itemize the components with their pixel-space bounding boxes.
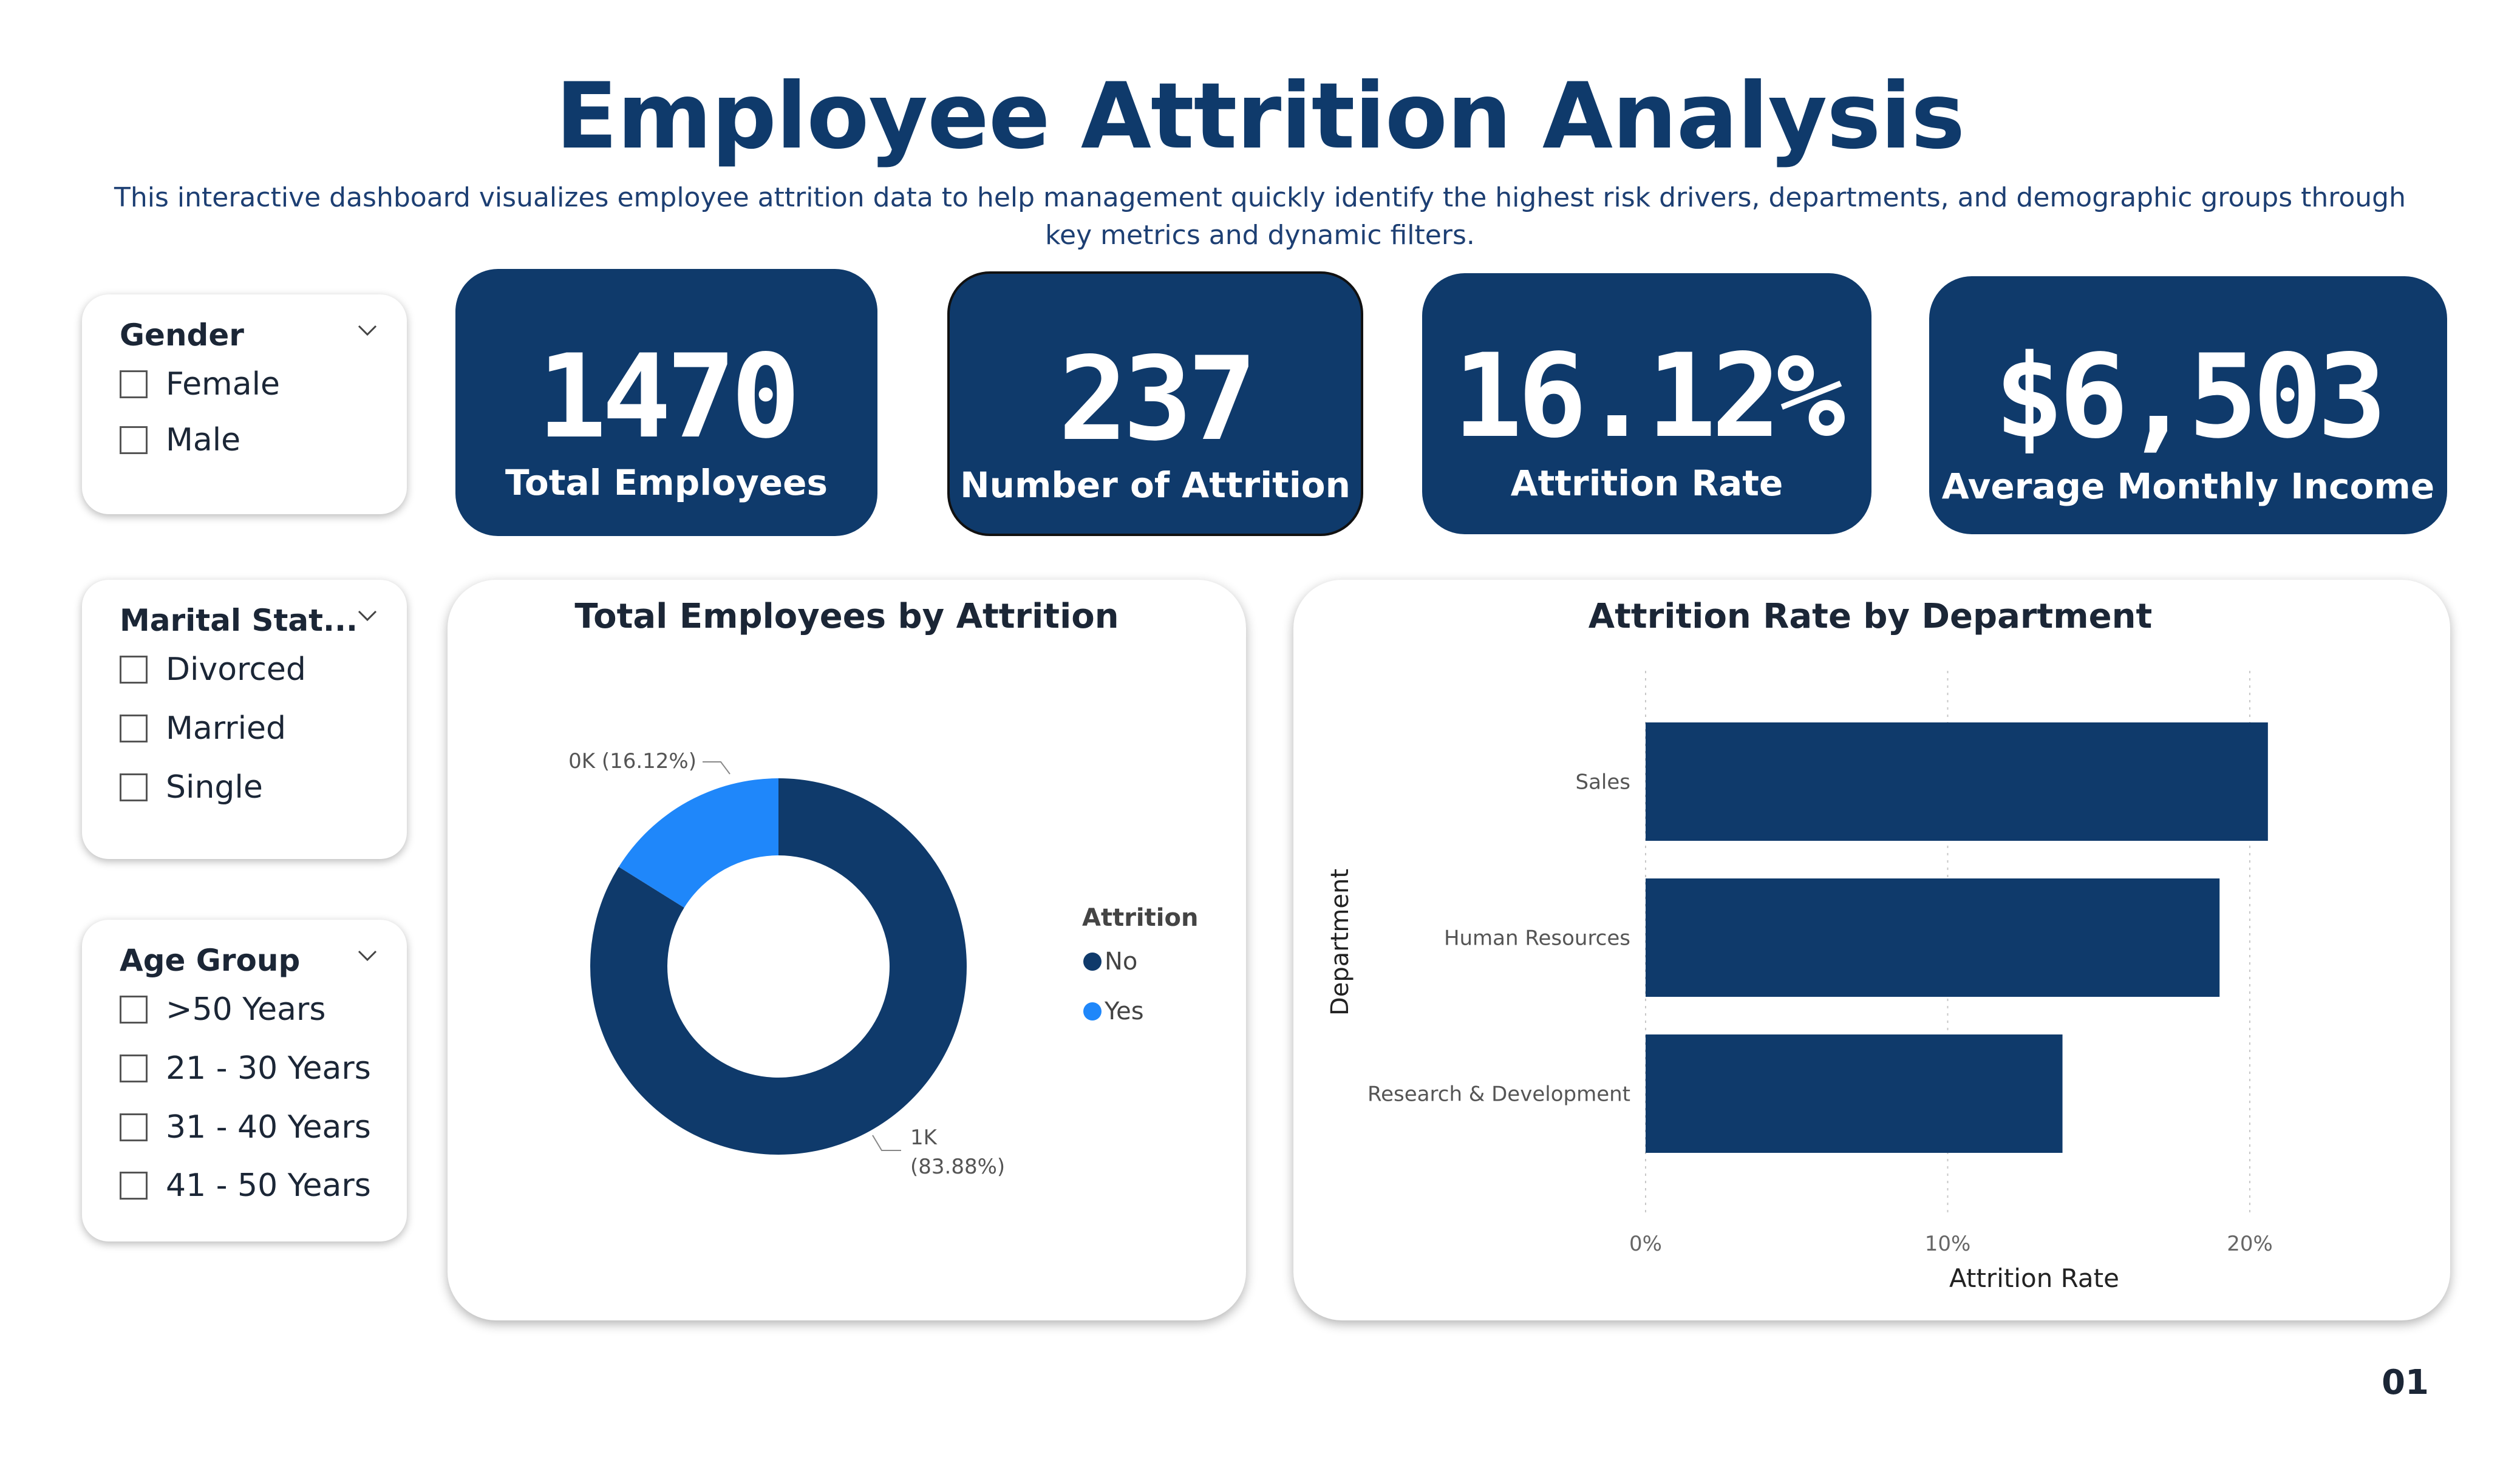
checkbox[interactable] [120,996,148,1024]
option-label: 41 - 50 Years [166,1167,371,1204]
checkbox[interactable] [120,773,148,801]
bar-chart-title: Attrition Rate by Department [1588,597,2153,636]
filter-option-21-30[interactable]: 21 - 30 Years [120,1050,371,1087]
donut-slice-yes[interactable] [619,778,778,908]
legend-marker-yes [1083,1002,1102,1021]
page-title: Employee Attrition Analysis [555,64,1965,169]
category-label: Research & Development [1367,1082,1630,1107]
option-label: Divorced [166,651,306,688]
donut-data-label-no: 1K [910,1126,938,1150]
filter-option-female[interactable]: Female [120,366,280,402]
donut-data-label-no-pct: (83.88%) [910,1155,1005,1179]
filter-option-married[interactable]: Married [120,710,286,747]
filter-option-single[interactable]: Single [120,769,263,806]
category-label: Sales [1576,770,1631,795]
filter-option-divorced[interactable]: Divorced [120,651,306,688]
gender-slicer: Gender Female Male [82,294,407,514]
bar-human-resources[interactable] [1646,878,2220,997]
checkbox[interactable] [120,1055,148,1082]
kpi-label: Average Monthly Income [1941,466,2435,507]
kpi-total-employees: 1470 Total Employees [455,269,877,536]
donut-chart-title: Total Employees by Attrition [574,597,1119,636]
option-label: >50 Years [166,991,326,1028]
checkbox[interactable] [120,426,148,454]
kpi-label: Total Employees [505,462,828,503]
x-tick-label: 0% [1629,1232,1662,1256]
kpi-attrition-rate: 16.12% Attrition Rate [1422,273,1871,534]
chevron-down-icon[interactable] [357,605,378,626]
chevron-down-icon[interactable] [357,320,378,341]
page-number: 01 [2382,1363,2429,1402]
legend-label-yes[interactable]: Yes [1104,997,1144,1025]
kpi-value: 16.12% [1452,329,1845,463]
donut-chart: 0K (16.12%) 1K (83.88%) Attrition No Yes [568,749,1198,1179]
option-label: 31 - 40 Years [166,1109,371,1146]
x-tick-label: 10% [1925,1232,1971,1256]
filter-option-31-40[interactable]: 31 - 40 Years [120,1109,371,1146]
donut-data-label-yes: 0K (16.12%) [568,749,696,773]
bar-chart: Sales Human Resources Research & Developme… [1326,671,2273,1293]
y-axis-label: Department [1326,869,1354,1016]
bar-chart-card: Attrition Rate by Department Sales Human … [1293,580,2450,1320]
checkbox[interactable] [120,1172,148,1200]
checkbox[interactable] [120,656,148,684]
kpi-average-monthly-income: $6,503 Average Monthly Income [1929,276,2447,534]
legend-marker-no [1083,953,1102,971]
age-slicer-title: Age Group [120,943,301,978]
checkbox[interactable] [120,1113,148,1141]
bar-sales[interactable] [1646,722,2268,841]
checkbox[interactable] [120,715,148,742]
x-tick-label: 20% [2227,1232,2273,1256]
age-group-slicer: Age Group >50 Years 21 - 30 Years 31 - 4… [82,920,407,1241]
kpi-label: Attrition Rate [1510,463,1783,504]
category-label: Human Resources [1444,926,1630,951]
filter-option-over-50[interactable]: >50 Years [120,991,325,1028]
kpi-value: 237 [1058,332,1257,466]
option-label: Married [166,710,287,747]
option-label: Male [166,422,241,458]
filter-option-male[interactable]: Male [120,422,240,458]
kpi-label: Number of Attrition [960,464,1350,506]
kpi-value: $6,503 [1994,330,2386,464]
filter-option-41-50[interactable]: 41 - 50 Years [120,1167,371,1204]
gender-slicer-title: Gender [120,318,244,353]
bar-research-development[interactable] [1646,1034,2063,1153]
kpi-number-of-attrition: 237 Number of Attrition [947,271,1363,536]
chevron-down-icon[interactable] [357,945,378,966]
legend-label-no[interactable]: No [1105,948,1137,976]
donut-slice-no[interactable] [590,778,967,1155]
marital-status-slicer: Marital Stat... Divorced Married Single [82,580,407,859]
x-axis-label: Attrition Rate [1949,1263,2119,1293]
option-label: Female [166,366,281,402]
option-label: 21 - 30 Years [166,1050,371,1087]
kpi-value: 1470 [537,330,801,464]
donut-legend-title: Attrition [1082,904,1198,932]
option-label: Single [166,769,263,806]
checkbox[interactable] [120,370,148,398]
donut-chart-card: Total Employees by Attrition 0K (16.12%)… [448,580,1246,1320]
marital-slicer-title: Marital Stat... [120,603,358,638]
page-subtitle: This interactive dashboard visualizes em… [114,182,2406,251]
